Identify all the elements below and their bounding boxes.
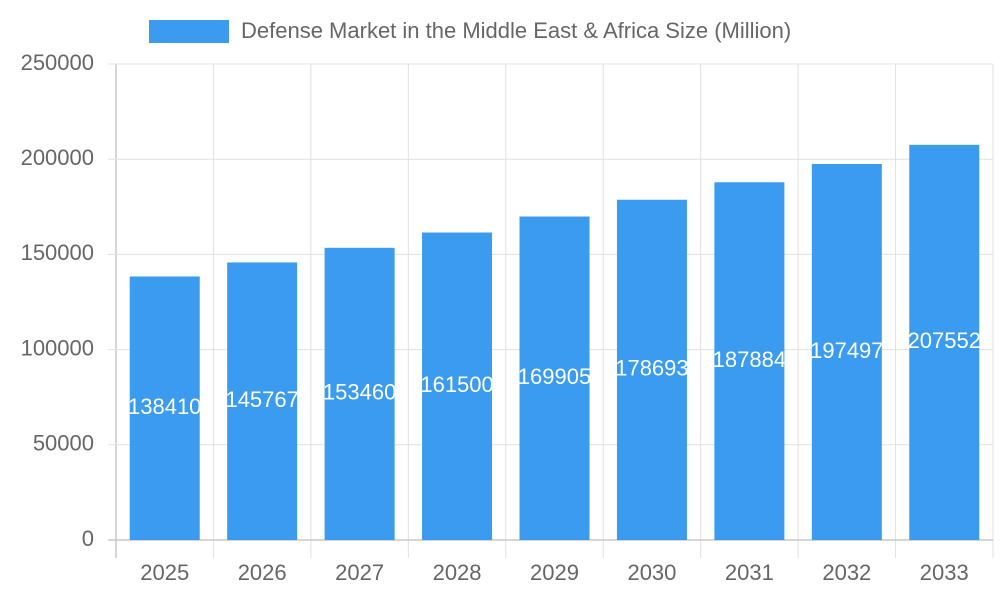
value-label: 187884	[713, 347, 786, 372]
legend-label: Defense Market in the Middle East & Afri…	[241, 18, 791, 43]
x-tick-label: 2032	[822, 560, 871, 585]
x-tick-label: 2028	[433, 560, 482, 585]
bar	[324, 247, 395, 540]
value-label: 207552	[908, 328, 981, 353]
bar	[519, 216, 590, 540]
value-label: 138410	[128, 394, 201, 419]
x-tick-label: 2030	[627, 560, 676, 585]
y-tick-label: 100000	[21, 335, 94, 360]
x-tick-label: 2029	[530, 560, 579, 585]
y-tick-label: 0	[82, 526, 94, 551]
x-tick-label: 2031	[725, 560, 774, 585]
bar	[422, 232, 493, 540]
bar	[811, 163, 882, 541]
legend-swatch	[149, 20, 229, 43]
y-tick-label: 200000	[21, 145, 94, 170]
bar	[714, 182, 785, 540]
bar	[616, 199, 687, 540]
x-tick-label: 2027	[335, 560, 384, 585]
x-tick-label: 2033	[920, 560, 969, 585]
x-tick-label: 2025	[140, 560, 189, 585]
y-tick-label: 50000	[33, 431, 94, 456]
value-label: 161500	[420, 372, 493, 397]
x-tick-label: 2026	[238, 560, 287, 585]
y-tick-label: 150000	[21, 240, 94, 265]
bar	[909, 144, 980, 541]
value-label: 169905	[518, 364, 591, 389]
value-label: 145767	[225, 387, 298, 412]
y-tick-label: 250000	[21, 50, 94, 75]
bar	[227, 262, 298, 540]
value-label: 197497	[810, 338, 883, 363]
bar	[129, 276, 200, 540]
value-label: 178693	[615, 356, 688, 381]
value-label: 153460	[323, 380, 396, 405]
